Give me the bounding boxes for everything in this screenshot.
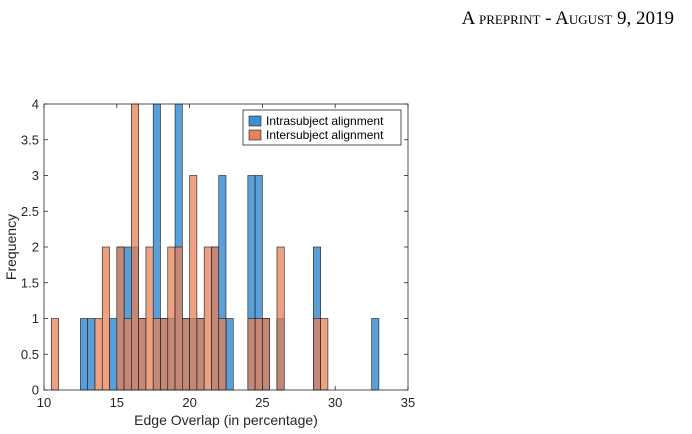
x-tick-label: 10 — [37, 395, 51, 410]
y-tick-label: 0 — [32, 383, 39, 398]
intersubject-bar — [313, 318, 321, 391]
y-tick-label: 1.5 — [21, 275, 39, 290]
intersubject-bar — [138, 318, 147, 391]
y-tick-label: 3 — [32, 168, 39, 183]
intersubject-bar — [276, 246, 285, 391]
intersubject-bar — [94, 318, 103, 391]
page-header: A preprint - August 9, 2019 — [462, 8, 674, 30]
x-tick-label: 30 — [328, 395, 342, 410]
axes: 10 15 20 25 30 35 0 0.5 1 1.5 2 2.5 3 3.5 4 — [21, 97, 415, 411]
intersubject-bar — [152, 318, 161, 391]
y-axis-label: Frequency — [3, 214, 19, 280]
y-tick-label: 4 — [32, 97, 39, 112]
intersubject-bar — [116, 246, 125, 391]
intersubject-bar — [254, 318, 263, 391]
x-axis-label: Edge Overlap (in percentage) — [134, 412, 318, 428]
x-tick-label: 35 — [401, 395, 415, 410]
intersubject-bar — [189, 175, 198, 391]
intersubject-bar — [174, 246, 183, 391]
y-tick-label: 3.5 — [21, 132, 39, 147]
intersubject-bar — [145, 246, 154, 391]
intersubject-bar — [196, 318, 205, 391]
legend-swatch — [248, 115, 262, 127]
legend-swatch — [248, 129, 262, 141]
intrasubject-bar — [371, 318, 380, 391]
x-tick-label: 25 — [255, 395, 269, 410]
legend-entry: Intersubject alignment — [266, 128, 384, 142]
legend-box — [242, 109, 402, 146]
intersubject-bar — [50, 318, 59, 391]
y-tick-label: 0.5 — [21, 347, 39, 362]
intersubject-bar — [101, 246, 110, 391]
legend-entry: Intrasubject alignment — [266, 114, 384, 128]
intersubject-bar — [320, 318, 329, 391]
y-tick-label: 2.5 — [21, 204, 39, 219]
intersubject-bar — [262, 318, 270, 391]
intrasubject-bar — [87, 318, 96, 391]
y-tick-label: 1 — [32, 311, 39, 326]
intersubject-bar — [218, 318, 227, 391]
intersubject-bar — [247, 318, 256, 391]
intersubject-bar — [167, 246, 176, 391]
page-header-text: A preprint - August 9, 2019 — [461, 8, 674, 29]
intrasubject-bar — [225, 318, 234, 391]
intrasubject-bar — [80, 318, 88, 391]
intersubject-bar — [131, 103, 139, 391]
intrasubject-bar — [109, 318, 118, 391]
intersubject-bar — [211, 246, 220, 391]
y-tick-label: 2 — [32, 240, 39, 255]
x-tick-label: 15 — [110, 395, 124, 410]
intersubject-bar — [123, 318, 132, 391]
x-tick-label: 20 — [182, 395, 196, 410]
intersubject-bars — [50, 103, 329, 391]
intersubject-bar — [182, 318, 190, 391]
intersubject-bar — [160, 318, 169, 391]
intersubject-bar — [203, 246, 212, 391]
